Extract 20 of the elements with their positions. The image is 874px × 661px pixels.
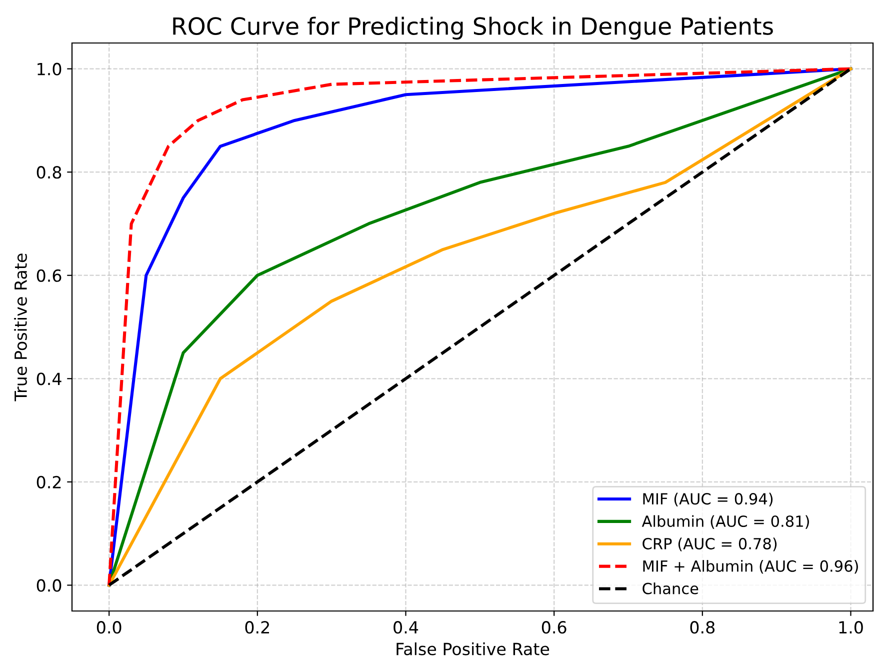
y-tick-label: 0.2 xyxy=(36,476,61,488)
x-axis-title: False Positive Rate xyxy=(396,642,550,656)
x-tick-label: 0.0 xyxy=(96,621,122,634)
y-tick-label: 1.0 xyxy=(38,62,62,76)
legend-label: CRP (AUC = 0.78) xyxy=(642,538,777,552)
chart-title: ROC Curve for Predicting Shock in Dengue Patients xyxy=(173,16,773,40)
y-tick-label: 0.8 xyxy=(36,166,62,179)
legend-label: Chance xyxy=(642,582,698,594)
x-tick-label: 0.6 xyxy=(542,621,566,634)
legend-label: Albumin (AUC = 0.81) xyxy=(642,515,809,529)
y-tick-label: 0.4 xyxy=(36,372,62,386)
x-tick-label: 1.0 xyxy=(839,621,863,634)
legend-label: MIF (AUC = 0.94) xyxy=(643,492,773,506)
x-tick-label: 0.8 xyxy=(690,621,715,634)
legend-label: MIF + Albumin (AUC = 0.96) xyxy=(643,560,858,574)
x-tick-label: 0.2 xyxy=(245,621,269,634)
y-tick-label: 0.0 xyxy=(36,579,62,592)
x-tick-label: 0.4 xyxy=(394,621,418,634)
y-axis-title: True Positive Rate xyxy=(14,254,27,402)
y-tick-label: 0.6 xyxy=(36,269,62,282)
